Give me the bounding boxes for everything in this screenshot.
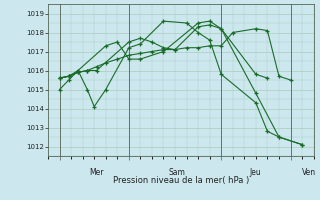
Text: Sam: Sam <box>168 168 185 177</box>
Text: Jeu: Jeu <box>249 168 261 177</box>
Text: Ven: Ven <box>302 168 316 177</box>
Text: Mer: Mer <box>90 168 104 177</box>
X-axis label: Pression niveau de la mer( hPa ): Pression niveau de la mer( hPa ) <box>113 176 249 185</box>
